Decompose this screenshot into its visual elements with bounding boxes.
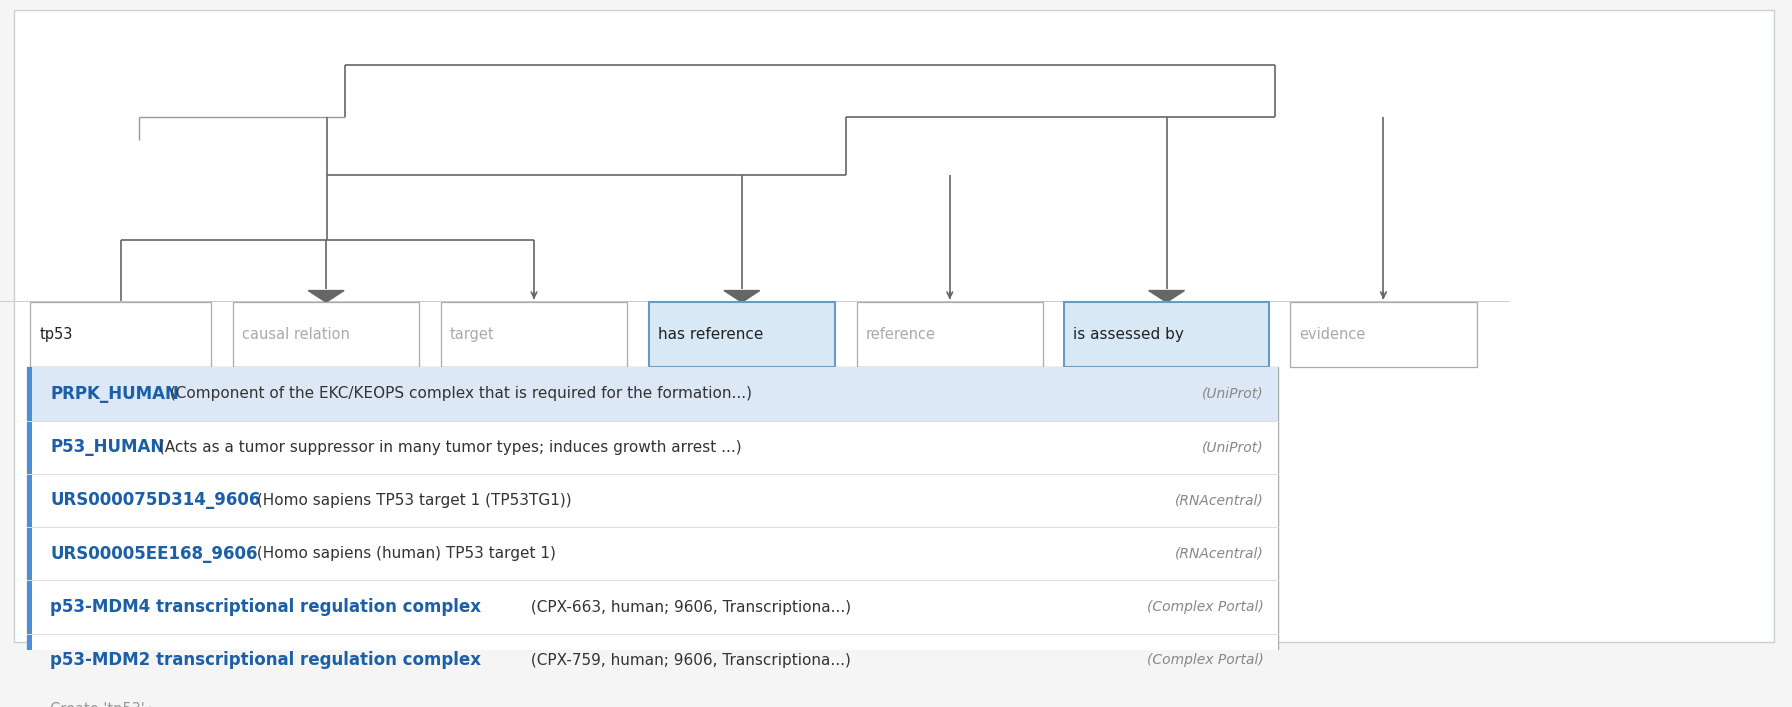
Polygon shape [1149,291,1185,302]
FancyBboxPatch shape [14,11,1774,642]
Text: (UniProt): (UniProt) [1202,440,1263,454]
Text: (Homo sapiens (human) TP53 target 1): (Homo sapiens (human) TP53 target 1) [253,547,556,561]
Text: tp53: tp53 [39,327,73,342]
Text: causal relation: causal relation [242,327,349,342]
FancyBboxPatch shape [233,302,419,367]
Text: p53-MDM4 transcriptional regulation complex: p53-MDM4 transcriptional regulation comp… [50,598,482,616]
Text: has reference: has reference [658,327,763,342]
Text: (Complex Portal): (Complex Portal) [1147,600,1263,614]
Text: P53_HUMAN: P53_HUMAN [50,438,165,456]
FancyBboxPatch shape [30,302,211,367]
FancyBboxPatch shape [1290,302,1477,367]
Polygon shape [308,291,344,302]
Text: (RNAcentral): (RNAcentral) [1174,547,1263,561]
FancyBboxPatch shape [27,474,1278,527]
Text: Create 'tp53' ►: Create 'tp53' ► [50,701,161,707]
Text: evidence: evidence [1299,327,1366,342]
Text: (Homo sapiens TP53 target 1 (TP53TG1)): (Homo sapiens TP53 target 1 (TP53TG1)) [253,493,572,508]
Text: (Acts as a tumor suppressor in many tumor types; induces growth arrest ...): (Acts as a tumor suppressor in many tumo… [154,440,742,455]
Text: (RNAcentral): (RNAcentral) [1174,493,1263,508]
Text: URS000075D314_9606: URS000075D314_9606 [50,491,260,510]
FancyBboxPatch shape [649,302,835,367]
Text: (Complex Portal): (Complex Portal) [1147,653,1263,667]
FancyBboxPatch shape [27,367,32,687]
FancyBboxPatch shape [27,687,1278,707]
FancyBboxPatch shape [27,527,1278,580]
FancyBboxPatch shape [441,302,627,367]
Text: (CPX-759, human; 9606, Transcriptiona...): (CPX-759, human; 9606, Transcriptiona...… [525,653,851,668]
Text: (UniProt): (UniProt) [1202,387,1263,401]
FancyBboxPatch shape [857,302,1043,367]
FancyBboxPatch shape [27,421,1278,474]
FancyBboxPatch shape [27,633,1278,687]
Text: p53-MDM2 transcriptional regulation complex: p53-MDM2 transcriptional regulation comp… [50,651,482,670]
FancyBboxPatch shape [27,580,1278,633]
Text: (CPX-663, human; 9606, Transcriptiona...): (CPX-663, human; 9606, Transcriptiona...… [525,600,851,614]
FancyBboxPatch shape [27,367,1278,707]
Text: target: target [450,327,495,342]
FancyBboxPatch shape [27,367,1278,421]
Polygon shape [724,291,760,302]
Text: reference: reference [866,327,935,342]
Text: is assessed by: is assessed by [1073,327,1185,342]
FancyBboxPatch shape [1064,302,1269,367]
Text: (Component of the EKC/KEOPS complex that is required for the formation...): (Component of the EKC/KEOPS complex that… [165,387,753,402]
Text: URS00005EE168_9606: URS00005EE168_9606 [50,545,258,563]
Text: PRPK_HUMAN: PRPK_HUMAN [50,385,179,403]
